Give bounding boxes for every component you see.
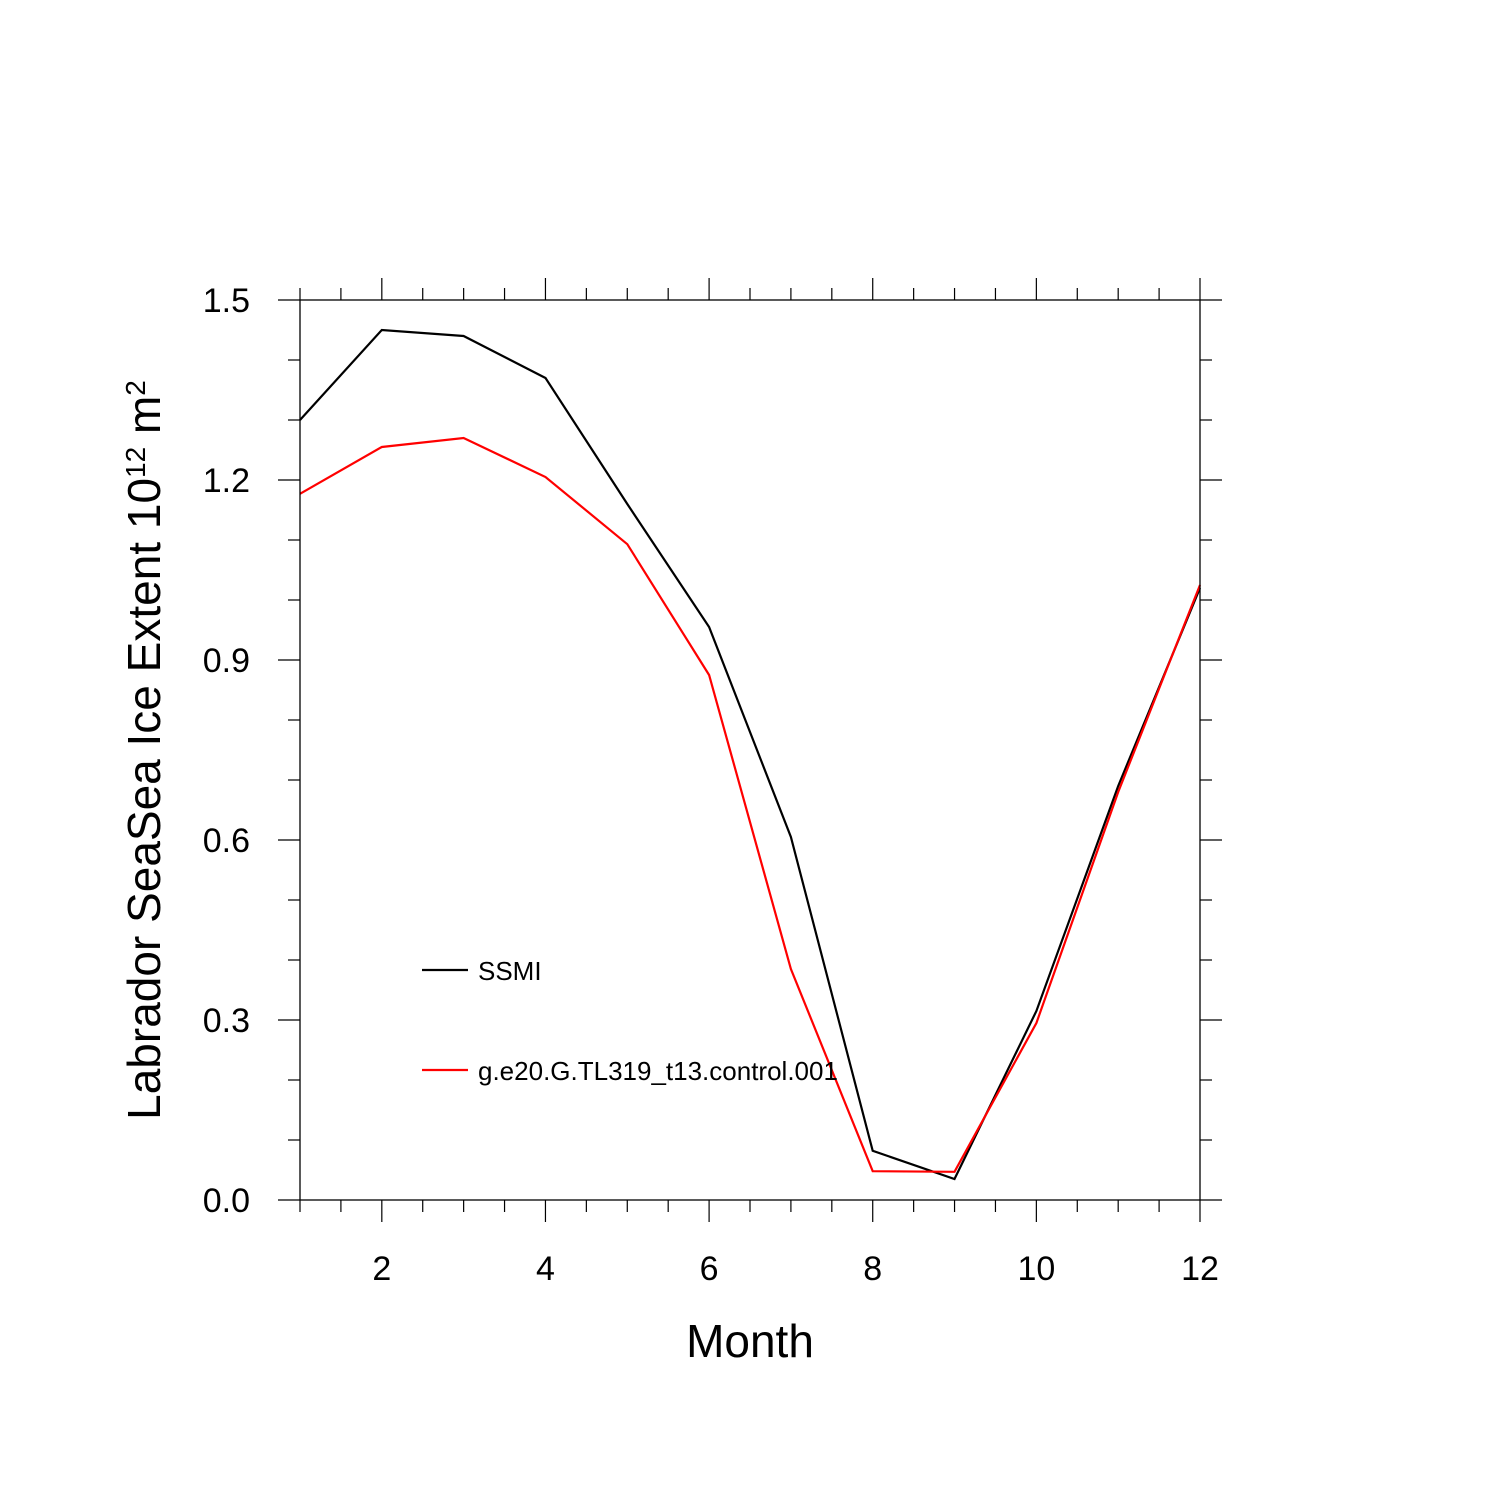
x-tick-label: 10 — [1017, 1250, 1055, 1288]
y-tick-labels: 0.0 0.3 0.6 0.9 1.2 1.5 — [203, 282, 250, 1220]
y-tick-label: 0.9 — [203, 642, 250, 680]
x-tick-label: 4 — [536, 1250, 555, 1288]
x-axis-title: Month — [686, 1315, 814, 1367]
axis-ticks — [278, 278, 1222, 1222]
series-line-ssmi — [299, 328, 1202, 1181]
x-tick-label: 2 — [372, 1250, 391, 1288]
y-axis-title: Labrador SeaSea Ice Extent 1012 m2 — [118, 380, 170, 1120]
series-lines — [299, 328, 1202, 1181]
series-line-control — [299, 436, 1202, 1173]
x-tick-label: 12 — [1181, 1250, 1219, 1288]
y-axis-title-unit-exponent: 2 — [120, 380, 151, 396]
x-tick-label: 8 — [863, 1250, 882, 1288]
plot-frame — [299, 299, 1201, 1201]
y-tick-label: 0.0 — [203, 1182, 250, 1220]
y-tick-label: 1.5 — [203, 282, 250, 320]
y-axis-title-exponent: 12 — [120, 447, 151, 478]
legend: SSMI g.e20.G.TL319_t13.control.001 — [422, 956, 838, 1086]
y-axis-title-unit: m — [118, 396, 170, 447]
y-tick-label: 1.2 — [203, 462, 250, 500]
legend-label: g.e20.G.TL319_t13.control.001 — [478, 1056, 838, 1086]
x-tick-labels: 2 4 6 8 10 12 — [372, 1250, 1219, 1288]
y-axis-title-main: Labrador SeaSea Ice Extent 10 — [118, 478, 170, 1120]
y-tick-label: 0.3 — [203, 1002, 250, 1040]
y-tick-label: 0.6 — [203, 822, 250, 860]
x-tick-label: 6 — [700, 1250, 719, 1288]
legend-label: SSMI — [478, 956, 542, 986]
